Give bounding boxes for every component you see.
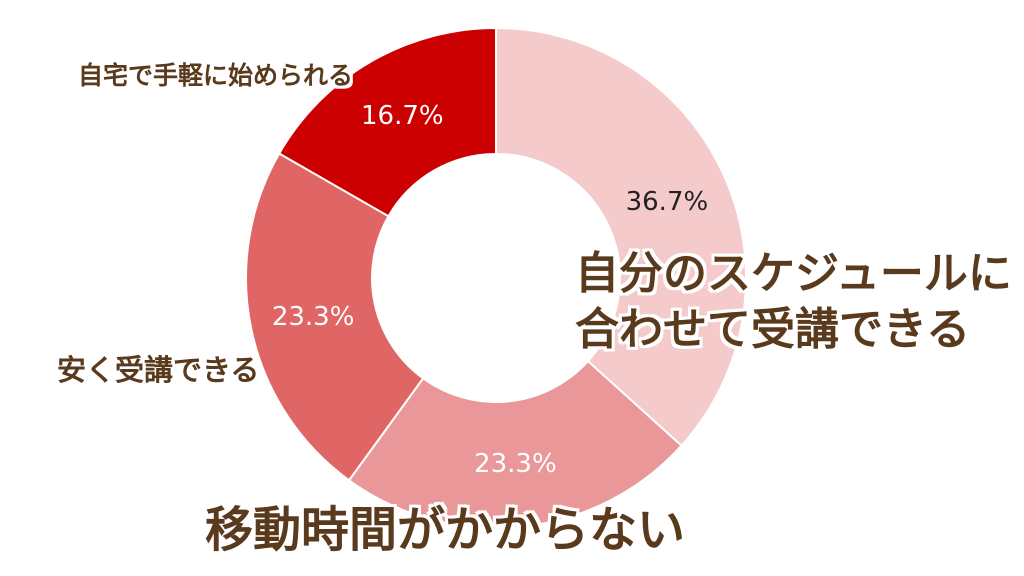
category-label-line: 自分のスケジュールに xyxy=(575,248,1012,299)
category-label-affordable: 安く受講できる xyxy=(57,350,259,390)
category-label-start-at-home: 自宅で手軽に始められる xyxy=(78,58,353,94)
slice-no-travel-time xyxy=(347,359,683,529)
value-label: 23.3% xyxy=(474,449,557,479)
category-label-line: 自宅で手軽に始められる xyxy=(78,61,354,90)
category-label-line: 安く受講できる xyxy=(57,353,260,387)
category-label-line: 移動時間がかからない xyxy=(205,502,686,558)
slice-start-at-home xyxy=(277,26,497,218)
slice-flexible-schedule xyxy=(495,26,747,448)
value-label: 23.3% xyxy=(272,302,355,332)
value-label: 16.7% xyxy=(361,101,444,131)
category-label-line: 合わせて受講できる xyxy=(575,304,971,355)
category-label-no-travel-time: 移動時間がかからない xyxy=(205,500,685,560)
value-label: 36.7% xyxy=(626,187,709,217)
category-label-flexible-schedule: 自分のスケジュールに 合わせて受講できる xyxy=(575,246,1012,358)
slice-affordable xyxy=(245,152,425,482)
